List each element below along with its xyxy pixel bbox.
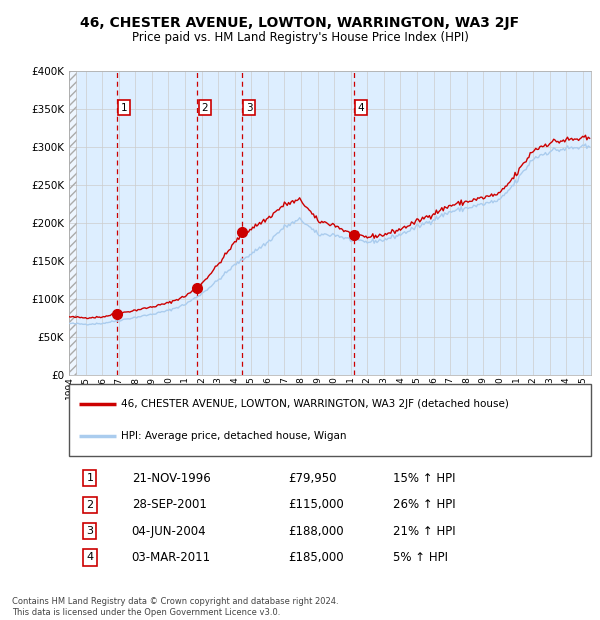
Text: 2: 2 xyxy=(86,500,94,510)
Text: 28-SEP-2001: 28-SEP-2001 xyxy=(131,498,206,511)
Text: 15% ↑ HPI: 15% ↑ HPI xyxy=(392,472,455,485)
Text: 1: 1 xyxy=(121,103,128,113)
Text: Contains HM Land Registry data © Crown copyright and database right 2024.
This d: Contains HM Land Registry data © Crown c… xyxy=(12,598,338,617)
Text: £79,950: £79,950 xyxy=(288,472,337,485)
Text: £188,000: £188,000 xyxy=(288,525,344,538)
Text: 5% ↑ HPI: 5% ↑ HPI xyxy=(392,551,448,564)
Text: 46, CHESTER AVENUE, LOWTON, WARRINGTON, WA3 2JF: 46, CHESTER AVENUE, LOWTON, WARRINGTON, … xyxy=(80,16,520,30)
Text: 21% ↑ HPI: 21% ↑ HPI xyxy=(392,525,455,538)
Text: 3: 3 xyxy=(246,103,253,113)
Text: 46, CHESTER AVENUE, LOWTON, WARRINGTON, WA3 2JF (detached house): 46, CHESTER AVENUE, LOWTON, WARRINGTON, … xyxy=(121,399,509,409)
Text: 04-JUN-2004: 04-JUN-2004 xyxy=(131,525,206,538)
Text: £115,000: £115,000 xyxy=(288,498,344,511)
Text: 3: 3 xyxy=(86,526,94,536)
Text: 26% ↑ HPI: 26% ↑ HPI xyxy=(392,498,455,511)
Text: 4: 4 xyxy=(358,103,364,113)
Text: £185,000: £185,000 xyxy=(288,551,344,564)
Text: HPI: Average price, detached house, Wigan: HPI: Average price, detached house, Wiga… xyxy=(121,432,347,441)
Text: 1: 1 xyxy=(86,473,94,484)
Text: 03-MAR-2011: 03-MAR-2011 xyxy=(131,551,211,564)
Text: Price paid vs. HM Land Registry's House Price Index (HPI): Price paid vs. HM Land Registry's House … xyxy=(131,31,469,44)
Text: 21-NOV-1996: 21-NOV-1996 xyxy=(131,472,211,485)
FancyBboxPatch shape xyxy=(69,384,591,456)
Text: 2: 2 xyxy=(202,103,208,113)
Text: 4: 4 xyxy=(86,552,94,562)
